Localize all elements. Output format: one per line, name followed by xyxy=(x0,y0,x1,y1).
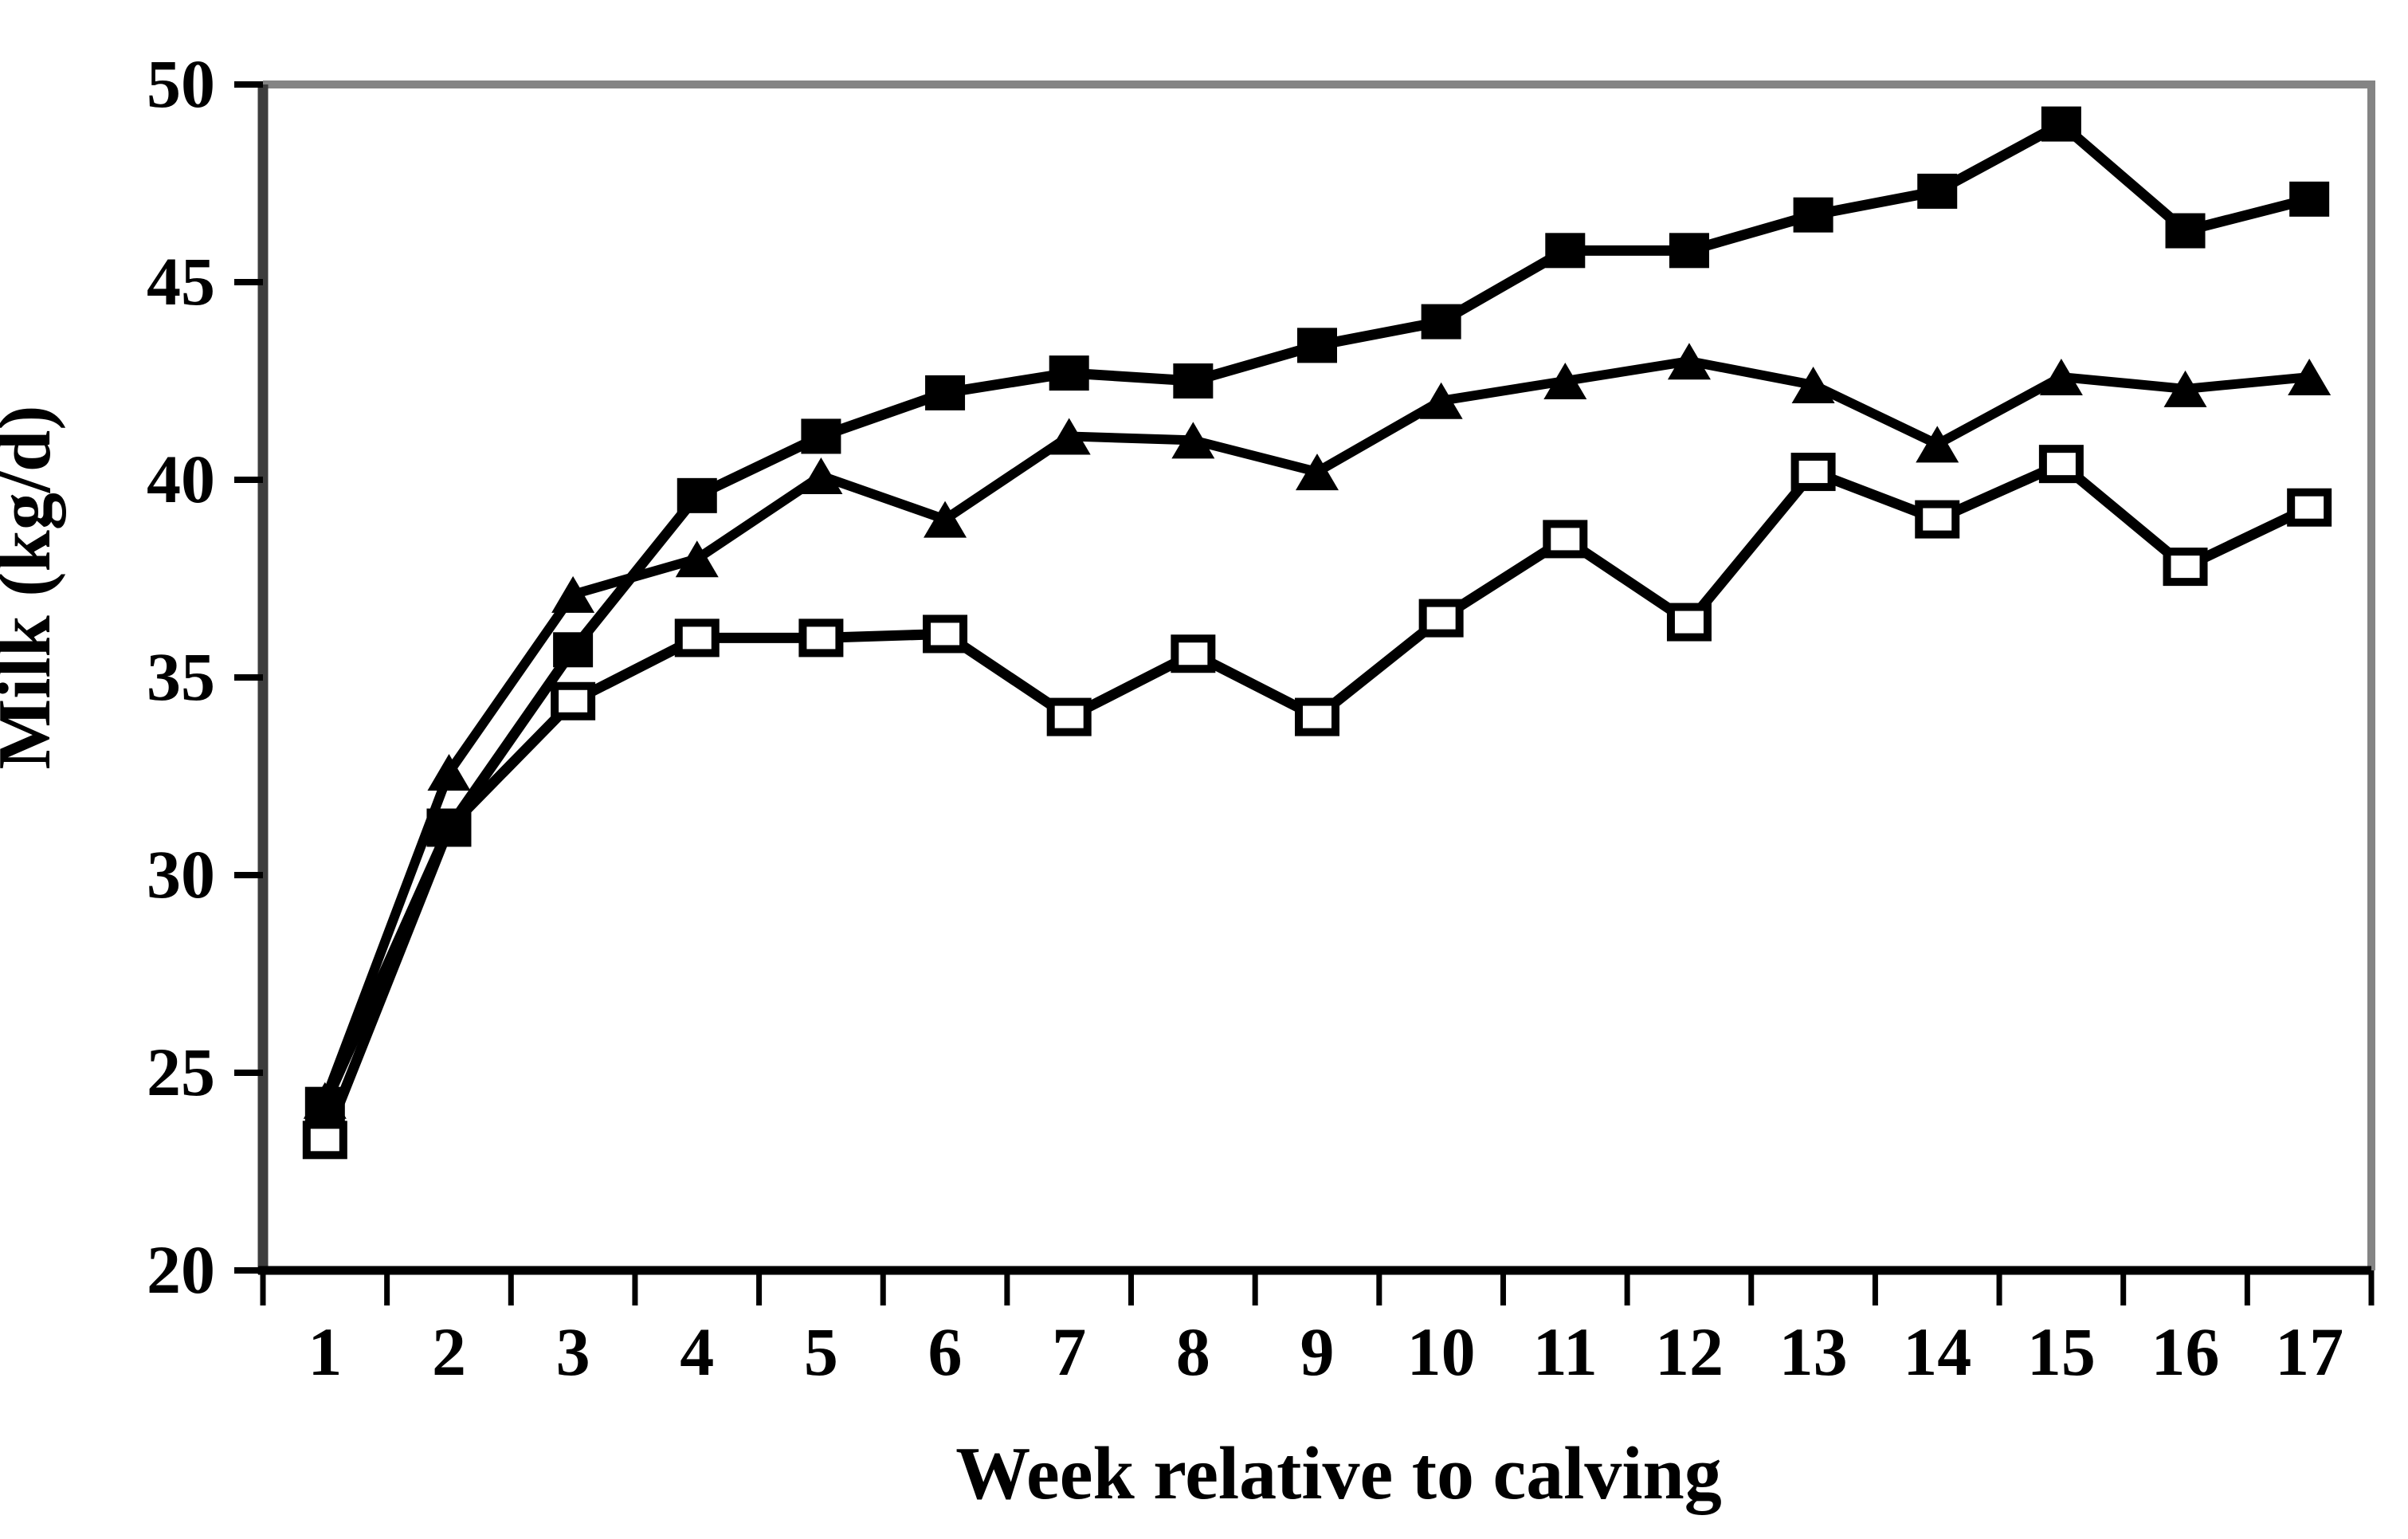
marker-open-square xyxy=(923,614,968,654)
marker-filled-square xyxy=(553,632,594,668)
marker-open-square xyxy=(1171,634,1216,673)
marker-filled-triangle xyxy=(1667,343,1711,380)
marker-open-square xyxy=(1295,697,1339,736)
marker-filled-square xyxy=(1297,328,1337,363)
marker-filled-square xyxy=(2165,213,2206,249)
marker-filled-square xyxy=(1545,233,1586,269)
marker-filled-triangle xyxy=(2288,359,2332,396)
x-tick-label: 12 xyxy=(1655,1313,1724,1390)
marker-filled-triangle xyxy=(1543,363,1587,399)
marker-filled-triangle xyxy=(675,540,719,578)
marker-open-square xyxy=(2163,548,2208,587)
y-tick-label: 30 xyxy=(147,836,215,913)
marker-filled-square xyxy=(1049,355,1089,391)
x-tick-label: 17 xyxy=(2275,1313,2343,1390)
y-tick-label: 35 xyxy=(147,638,215,715)
x-tick-label: 16 xyxy=(2151,1313,2220,1390)
marker-filled-triangle xyxy=(1419,382,1463,419)
marker-open-square xyxy=(1790,453,1836,492)
x-tick-label: 4 xyxy=(680,1313,714,1390)
y-tick-label: 50 xyxy=(147,45,215,122)
x-tick-label: 13 xyxy=(1779,1313,1848,1390)
marker-filled-square xyxy=(1669,233,1709,269)
x-tick-label: 8 xyxy=(1176,1313,1210,1390)
x-axis-title: Week relative to calving xyxy=(955,1432,1722,1515)
x-tick-label: 2 xyxy=(432,1313,466,1390)
x-tick-label: 14 xyxy=(1903,1313,1971,1390)
marker-filled-square xyxy=(2289,181,2330,217)
marker-open-square xyxy=(302,1121,347,1160)
marker-filled-square xyxy=(1173,363,1214,398)
y-tick-label: 40 xyxy=(147,441,215,517)
marker-open-square xyxy=(551,681,596,720)
y-tick-label: 45 xyxy=(147,243,215,320)
x-tick-label: 3 xyxy=(556,1313,590,1390)
marker-filled-square xyxy=(429,810,469,846)
marker-filled-triangle xyxy=(2163,370,2207,407)
marker-filled-square xyxy=(801,418,841,454)
x-tick-label: 5 xyxy=(804,1313,838,1390)
marker-open-square xyxy=(1915,500,1960,539)
marker-filled-triangle xyxy=(1171,422,1215,459)
x-tick-label: 11 xyxy=(1533,1313,1598,1390)
marker-filled-square xyxy=(304,1086,345,1122)
marker-open-square xyxy=(1543,520,1588,559)
marker-filled-square xyxy=(677,477,717,513)
marker-filled-square xyxy=(2041,106,2081,142)
x-tick-label: 7 xyxy=(1052,1313,1086,1390)
x-tick-label: 9 xyxy=(1300,1313,1335,1390)
marker-filled-triangle xyxy=(1047,418,1091,455)
marker-filled-square xyxy=(1421,304,1461,340)
marker-open-square xyxy=(798,618,844,658)
y-tick-label: 20 xyxy=(147,1231,215,1308)
marker-open-square xyxy=(674,618,720,658)
marker-open-square xyxy=(1666,603,1712,642)
marker-filled-triangle xyxy=(551,575,595,613)
marker-filled-triangle xyxy=(799,457,843,495)
marker-filled-triangle xyxy=(924,501,967,538)
plot-area xyxy=(263,84,2371,1270)
x-tick-label: 1 xyxy=(308,1313,342,1390)
marker-filled-square xyxy=(925,375,966,410)
x-tick-label: 10 xyxy=(1407,1313,1476,1390)
x-tick-label: 15 xyxy=(2027,1313,2096,1390)
marker-filled-square xyxy=(1793,197,1833,233)
marker-open-square xyxy=(1046,697,1092,736)
marker-filled-triangle xyxy=(427,754,471,791)
marker-filled-triangle xyxy=(1791,366,1835,403)
marker-filled-triangle xyxy=(1296,453,1339,491)
x-tick-label: 6 xyxy=(928,1313,963,1390)
y-axis-title: Milk (kg/d) xyxy=(0,405,66,769)
y-tick-label: 25 xyxy=(147,1034,215,1110)
marker-filled-square xyxy=(1917,173,1958,209)
marker-open-square xyxy=(2287,488,2332,527)
marker-filled-triangle xyxy=(1916,426,1959,463)
marker-filled-triangle xyxy=(2039,359,2083,396)
marker-open-square xyxy=(1418,599,1464,638)
marker-open-square xyxy=(2038,445,2084,484)
